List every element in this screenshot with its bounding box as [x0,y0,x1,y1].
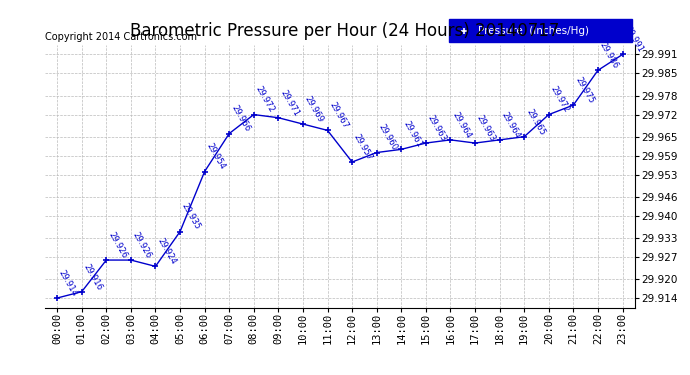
Text: Barometric Pressure per Hour (24 Hours) 20140717: Barometric Pressure per Hour (24 Hours) … [130,22,560,40]
Text: 29.914: 29.914 [57,268,79,298]
Text: 29.975: 29.975 [573,75,595,105]
Text: 29.960: 29.960 [377,123,399,153]
Text: 29.926: 29.926 [131,231,153,260]
Text: 29.986: 29.986 [598,40,620,70]
Text: 29.957: 29.957 [352,132,375,162]
FancyBboxPatch shape [449,19,632,42]
Text: 29.966: 29.966 [229,104,252,134]
Text: 29.935: 29.935 [180,202,202,232]
Text: 29.967: 29.967 [328,100,350,130]
Text: 29.972: 29.972 [549,85,571,115]
Text: 29.964: 29.964 [500,110,522,140]
Text: 29.969: 29.969 [303,94,325,124]
Text: 29.954: 29.954 [205,142,227,171]
Text: 29.916: 29.916 [81,262,104,292]
Text: 29.961: 29.961 [402,120,424,149]
Text: 29.964: 29.964 [451,110,473,140]
Text: 29.926: 29.926 [106,231,128,260]
Text: 29.924: 29.924 [155,237,178,266]
Text: Copyright 2014 Cartronics.com: Copyright 2014 Cartronics.com [45,32,197,42]
Text: 29.971: 29.971 [278,88,301,118]
Text: 29.991: 29.991 [622,25,644,54]
Text: 29.963: 29.963 [426,113,449,143]
Text: 29.972: 29.972 [254,85,276,115]
Text: Pressure  (Inches/Hg): Pressure (Inches/Hg) [478,26,589,36]
Text: 29.965: 29.965 [524,107,546,137]
Text: 29.963: 29.963 [475,113,497,143]
